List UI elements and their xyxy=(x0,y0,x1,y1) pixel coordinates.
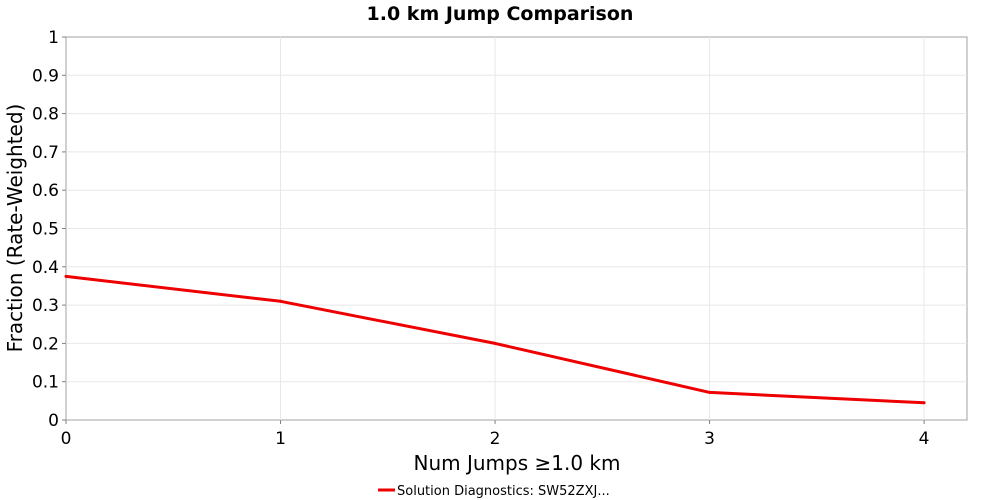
x-tick-label: 1 xyxy=(275,429,286,449)
grid-lines xyxy=(66,37,967,420)
y-tick-label: 0.2 xyxy=(32,334,59,354)
y-tick-label: 1 xyxy=(48,28,59,48)
y-tick-label: 0 xyxy=(48,411,59,431)
x-tick-label: 0 xyxy=(61,429,72,449)
y-axis-ticks: 0 0.1 0.2 0.3 0.4 0.5 0.6 0.7 0.8 0.9 1 xyxy=(32,28,66,431)
y-tick-label: 0.9 xyxy=(32,66,59,86)
y-tick-label: 0.1 xyxy=(32,373,59,393)
y-tick-label: 0.7 xyxy=(32,143,59,163)
data-point xyxy=(493,341,497,345)
series-layer xyxy=(64,274,926,405)
x-tick-label: 4 xyxy=(919,429,930,449)
y-tick-label: 0.5 xyxy=(32,220,59,240)
y-axis-label: Fraction (Rate-Weighted) xyxy=(3,104,27,353)
data-point xyxy=(64,274,68,278)
y-tick-label: 0.8 xyxy=(32,105,59,125)
y-tick-label: 0.6 xyxy=(32,181,59,201)
x-tick-label: 3 xyxy=(704,429,715,449)
chart-title: 1.0 km Jump Comparison xyxy=(367,3,634,25)
data-point xyxy=(279,299,283,303)
x-axis-label: Num Jumps ≥1.0 km xyxy=(414,451,621,475)
y-tick-label: 0.3 xyxy=(32,296,59,316)
x-axis-ticks: 0 1 2 3 4 xyxy=(61,420,930,449)
data-point xyxy=(922,401,926,405)
legend: Solution Diagnostics: SW52ZXJ... xyxy=(378,484,610,499)
data-point xyxy=(708,390,712,394)
y-tick-label: 0.4 xyxy=(32,258,59,278)
x-tick-label: 2 xyxy=(490,429,501,449)
legend-label: Solution Diagnostics: SW52ZXJ... xyxy=(397,484,610,499)
